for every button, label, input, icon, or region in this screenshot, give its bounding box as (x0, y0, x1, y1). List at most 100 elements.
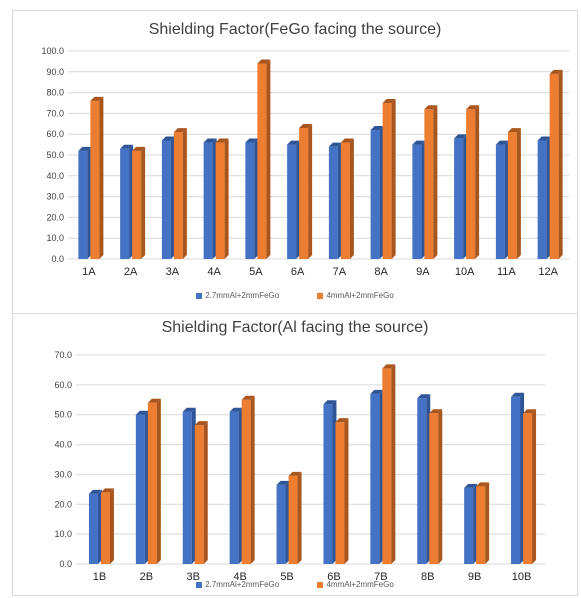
bar-front (120, 148, 130, 259)
bar-side (203, 421, 208, 564)
bar-top (203, 138, 217, 143)
bar-top (464, 483, 478, 488)
x-tick-label: 7B (374, 571, 387, 583)
bar-top (417, 394, 431, 399)
bar (78, 146, 92, 259)
bar (135, 410, 149, 564)
bar-front (276, 484, 286, 564)
bar (328, 142, 342, 259)
bar-top (241, 395, 255, 400)
bar-top (88, 489, 102, 494)
chart-top: Shielding Factor(FeGo facing the source)… (12, 10, 578, 314)
bar-top (370, 126, 384, 131)
bar-front (132, 150, 142, 259)
bar-top (288, 471, 302, 476)
bar-front (464, 487, 474, 564)
bar (245, 138, 259, 259)
bar (370, 126, 384, 259)
bar-top (370, 389, 384, 394)
bar-side (438, 409, 443, 564)
bar-top (78, 146, 92, 151)
bar (229, 407, 243, 564)
bar-top (299, 123, 313, 128)
bar-side (297, 471, 302, 564)
bar-side (558, 69, 563, 259)
bar-side (344, 418, 349, 564)
y-tick-label: 0.0 (59, 559, 72, 569)
y-tick-label: 100.0 (41, 46, 64, 56)
bar (454, 134, 468, 259)
bar-top (147, 398, 161, 403)
chart-title: Shielding Factor(Al facing the source) (161, 319, 429, 336)
legend-item: 2.7mmAl+2mmFeGo (196, 291, 279, 300)
x-tick-label: 11A (497, 266, 516, 278)
bar (523, 409, 537, 564)
y-tick-label: 10.0 (54, 529, 72, 539)
bar-top (182, 407, 196, 412)
bar-front (287, 144, 297, 259)
bar-front (335, 422, 345, 564)
bar-top (173, 128, 187, 133)
bar-front (424, 109, 434, 260)
bar (429, 409, 443, 564)
bar (161, 136, 175, 259)
bar-front (203, 142, 213, 259)
x-tick-label: 8A (374, 266, 388, 278)
bar-front (135, 414, 145, 564)
bar-top (537, 136, 551, 141)
bar-front (382, 103, 392, 259)
bar-top (135, 410, 149, 415)
legend-item: 4mmAl+2mmFeGo (317, 291, 394, 300)
bar-front (257, 63, 267, 260)
y-tick-label: 10.0 (46, 233, 64, 243)
x-tick-label: 1A (82, 266, 96, 278)
y-tick-label: 30.0 (54, 469, 72, 479)
bar (507, 128, 521, 259)
bar-front (417, 398, 427, 564)
bar-front (241, 399, 251, 564)
chart-plot: 0.0 10.0 20.0 30.0 40.0 50.0 60.0 70.0 80.0 90.0 1… (41, 46, 569, 278)
bar-top (328, 142, 342, 147)
bar-front (523, 413, 533, 564)
legend-item: 4mmAl+2mmFeGo (317, 580, 394, 589)
bar-side (475, 105, 480, 260)
bar-front (288, 475, 298, 564)
bar (335, 418, 349, 564)
bar-top (194, 421, 208, 426)
bar-side (109, 488, 114, 564)
x-tick-label: 10B (512, 571, 532, 583)
y-tick-label: 50.0 (46, 150, 64, 160)
bar-side (485, 482, 490, 564)
bar-front (215, 142, 225, 259)
bar (120, 144, 134, 259)
bar-front (182, 411, 192, 564)
bar (424, 105, 438, 260)
y-tick-label: 70.0 (54, 350, 72, 360)
bar-top (412, 140, 426, 145)
bar (382, 364, 396, 564)
bar-side (141, 146, 146, 259)
x-tick-label: 9A (416, 266, 430, 278)
bar-top (215, 138, 229, 143)
bar-top (257, 59, 271, 64)
bar-front (382, 368, 392, 564)
y-tick-label: 90.0 (46, 67, 64, 77)
bar (340, 138, 354, 259)
bar (382, 99, 396, 259)
bar-top (229, 407, 243, 412)
y-tick-label: 70.0 (46, 108, 64, 118)
x-tick-label: 7A (333, 266, 347, 278)
bar (132, 146, 146, 259)
x-tick-label: 9B (468, 571, 481, 583)
bar-top (90, 96, 104, 101)
bar-top (120, 144, 134, 149)
bar-side (349, 138, 354, 259)
bar-top (276, 480, 290, 485)
x-tick-label: 4A (207, 266, 221, 278)
x-tick-label: 10A (455, 266, 475, 278)
bar-side (266, 59, 271, 260)
bar-side (391, 99, 396, 259)
bar-front (88, 493, 98, 564)
chart-title: Shielding Factor(FeGo facing the source) (148, 21, 442, 38)
bar-side (250, 395, 255, 564)
